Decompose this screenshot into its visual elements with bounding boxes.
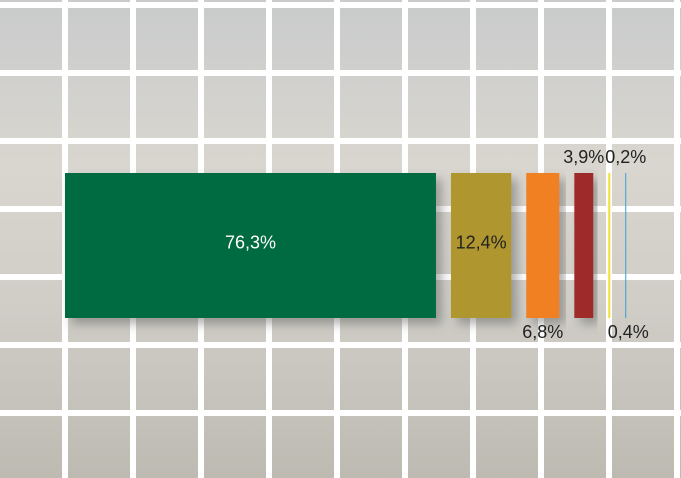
- value-label: 12,4%: [456, 232, 507, 252]
- bar: [65, 173, 436, 318]
- value-label: 3,9%: [563, 147, 604, 167]
- value-label: 6,8%: [522, 322, 563, 342]
- value-label: 0,2%: [605, 147, 646, 167]
- bar: [574, 173, 594, 318]
- bar: [526, 173, 560, 318]
- value-label: 76,3%: [225, 232, 276, 252]
- bar: [625, 173, 627, 318]
- bar: [608, 173, 611, 318]
- bar: [450, 173, 512, 318]
- value-label: 0,4%: [608, 322, 649, 342]
